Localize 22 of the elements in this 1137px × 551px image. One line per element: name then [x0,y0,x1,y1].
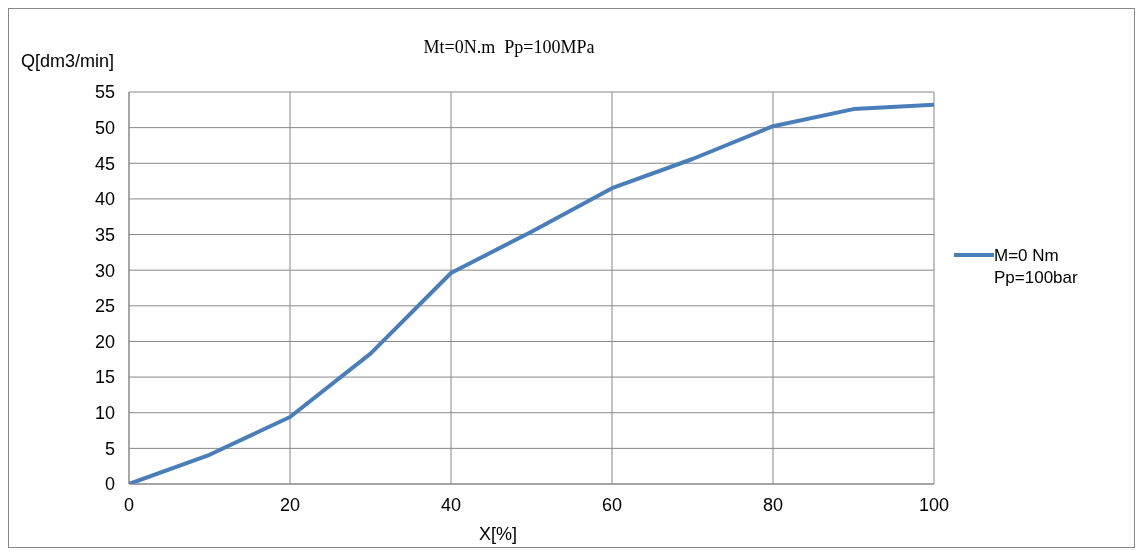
x-tick-label: 40 [440,494,462,515]
x-tick-label: 80 [762,494,784,515]
x-axis-title: X[%] [479,524,518,545]
y-tick-label: 10 [94,403,115,424]
legend-label: M=0 Nm Pp=100bar [994,244,1079,289]
y-tick-label: 45 [94,153,115,174]
y-tick-label: 55 [94,82,115,103]
y-tick-label: 5 [104,438,115,459]
y-tick-label: 15 [94,367,115,388]
y-tick-label: 0 [104,474,115,495]
chart-title: Mt=0N.m Pp=100MPa [423,37,595,57]
y-tick-label: 30 [94,260,115,281]
y-tick-label: 50 [94,118,115,139]
y-axis-title: Q[dm3/min] [21,51,115,72]
x-tick-label: 0 [123,494,135,515]
x-tick-label: 100 [918,494,950,515]
x-tick-label: 60 [601,494,623,515]
y-tick-label: 40 [94,189,115,210]
y-tick-label: 25 [94,296,115,317]
y-tick-label: 20 [94,331,115,352]
x-tick-label: 20 [279,494,301,515]
y-tick-label: 35 [94,224,115,245]
